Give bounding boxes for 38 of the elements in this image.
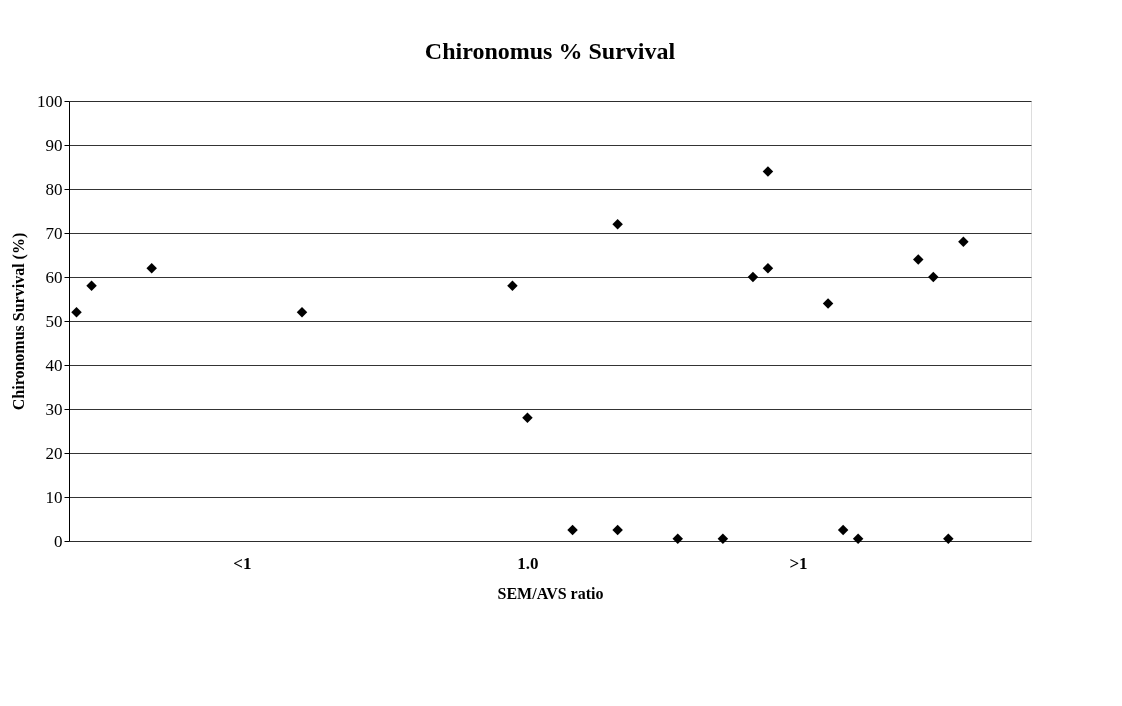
y-tick-label: 50: [45, 311, 63, 331]
x-tick-label: 1.0: [517, 553, 539, 573]
point: [71, 306, 82, 318]
point: [522, 412, 533, 424]
y-tick-label: 40: [45, 355, 63, 375]
point: [958, 236, 969, 248]
y-tick-label: 60: [45, 267, 63, 287]
y-tick-label: 70: [45, 223, 63, 243]
point: [612, 524, 623, 536]
point: [913, 254, 924, 265]
point: [296, 306, 308, 318]
point: [928, 271, 939, 283]
x-axis-title: SEM/AVS ratio: [497, 584, 604, 602]
point: [762, 262, 774, 274]
x-tick-label: >1: [789, 553, 808, 573]
y-tick-label: 30: [45, 399, 63, 419]
x-tick-label: <1: [233, 553, 252, 573]
y-tick-label: 90: [45, 135, 63, 155]
point: [943, 533, 954, 545]
point: [86, 280, 97, 292]
point: [837, 524, 849, 536]
point: [717, 533, 729, 545]
y-tick-label: 100: [37, 91, 63, 111]
point: [146, 262, 157, 274]
y-tick-label: 10: [45, 487, 63, 507]
point: [672, 533, 684, 545]
y-tick-label: 20: [45, 443, 63, 463]
point: [567, 524, 578, 536]
point: [747, 271, 759, 283]
y-tick-label: 80: [45, 179, 63, 199]
y-tick-label: 0: [54, 531, 63, 551]
point: [852, 533, 864, 545]
point: [762, 166, 774, 177]
point: [822, 298, 834, 309]
point: [612, 218, 623, 230]
chart-title: Chironomus % Survival: [424, 38, 676, 64]
y-axis-title: Chironomus Survival (%): [10, 232, 28, 411]
point: [507, 280, 518, 292]
